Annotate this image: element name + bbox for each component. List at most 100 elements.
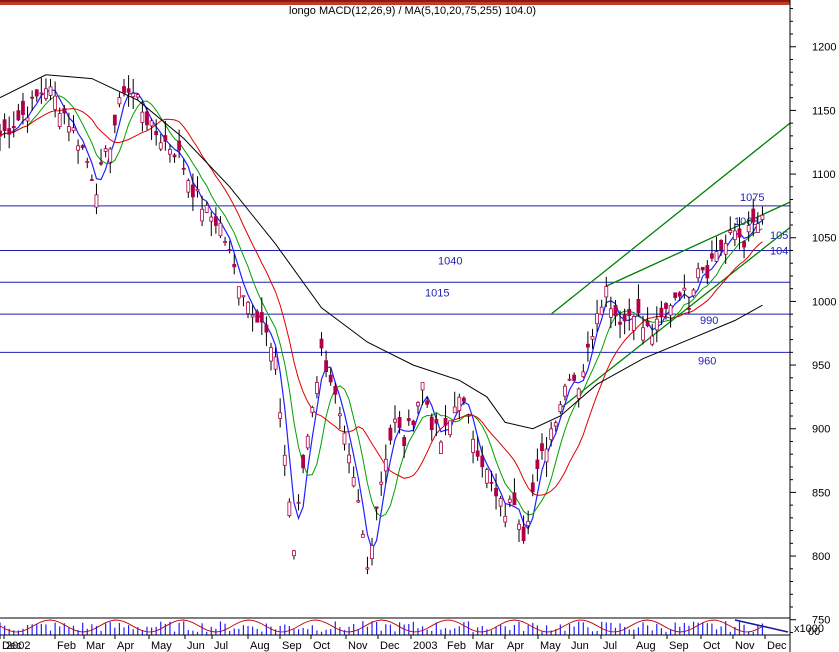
x-tick-label-may: May bbox=[151, 640, 172, 652]
candle-body bbox=[471, 438, 475, 453]
candle-body bbox=[126, 88, 131, 93]
candle-body bbox=[301, 454, 306, 469]
candle-body bbox=[517, 523, 521, 530]
candle-body bbox=[586, 343, 590, 348]
candle-body bbox=[53, 95, 58, 110]
candle-body bbox=[677, 292, 682, 297]
x-tick-label-oct: Oct bbox=[313, 640, 330, 652]
candle-body bbox=[94, 194, 99, 208]
y-tick-label-1050: 1050 bbox=[812, 233, 836, 245]
candle-body bbox=[719, 239, 724, 250]
candle-body bbox=[416, 402, 420, 407]
channel-upper-line bbox=[550, 122, 791, 315]
candle-body bbox=[140, 111, 145, 123]
candle-body bbox=[595, 313, 599, 325]
x-tick-label-2003: 2003 bbox=[413, 640, 437, 652]
candle-body bbox=[526, 520, 531, 527]
x-tick-label-jul: Jul bbox=[214, 640, 228, 652]
candle-body bbox=[25, 117, 30, 122]
candle-body bbox=[503, 515, 508, 523]
candle-body bbox=[305, 435, 310, 449]
candle-body bbox=[636, 298, 641, 314]
candle-body bbox=[163, 135, 168, 142]
candle-body bbox=[604, 286, 609, 298]
candle-body bbox=[158, 142, 163, 150]
candle-body bbox=[16, 110, 21, 121]
candle-body bbox=[172, 154, 177, 158]
candle-body bbox=[337, 413, 342, 417]
candle-body bbox=[39, 92, 44, 95]
candle-body bbox=[315, 382, 319, 395]
chart-title: longo MACD(12,26,9) / MA(5,10,20,75,255)… bbox=[289, 5, 536, 17]
candle-body bbox=[241, 295, 246, 298]
candle-body bbox=[553, 422, 558, 427]
level-label-1015: 1015 bbox=[425, 287, 449, 299]
candle-body bbox=[223, 241, 227, 244]
candle-body bbox=[650, 335, 655, 345]
candle-body bbox=[259, 312, 264, 323]
candle-body bbox=[512, 492, 517, 506]
candle-body bbox=[608, 308, 613, 318]
candle-body bbox=[443, 417, 448, 426]
level-label-1040: 1040 bbox=[438, 255, 462, 267]
candle-body bbox=[34, 89, 39, 97]
y-tick-label-1150: 1150 bbox=[812, 105, 836, 117]
candle-body bbox=[154, 130, 159, 136]
candle-body bbox=[544, 448, 549, 463]
candle-body bbox=[186, 180, 191, 193]
x-tick-label-oct: Oct bbox=[703, 640, 720, 652]
y-tick-label-1200: 1200 bbox=[812, 42, 836, 54]
candle-body bbox=[572, 374, 577, 381]
candle-body bbox=[466, 414, 471, 417]
candle-body bbox=[112, 114, 117, 126]
x-tick-label-may: May bbox=[540, 640, 561, 652]
candle-body bbox=[2, 119, 7, 131]
candle-body bbox=[751, 208, 756, 223]
y-tick-label-850: 850 bbox=[812, 487, 830, 499]
candle-body bbox=[213, 216, 218, 226]
volume-trend-line bbox=[734, 619, 789, 633]
candle-body bbox=[11, 126, 16, 129]
candle-body bbox=[374, 506, 379, 509]
candle-body bbox=[645, 320, 650, 327]
candle-body bbox=[599, 306, 604, 315]
candle-body bbox=[705, 265, 710, 279]
candle-body bbox=[406, 418, 411, 421]
candle-body bbox=[484, 469, 489, 484]
x-tick-label-mar: Mar bbox=[86, 640, 105, 652]
candle-body bbox=[425, 400, 430, 405]
candle-body bbox=[191, 184, 195, 198]
candle-body bbox=[535, 459, 540, 470]
candle-body bbox=[236, 286, 241, 299]
y-tick-label-1000: 1000 bbox=[812, 296, 836, 308]
candle-body bbox=[420, 382, 425, 391]
candle-body bbox=[618, 321, 622, 325]
candle-body bbox=[700, 266, 705, 271]
x-tick-label-feb: Feb bbox=[57, 640, 76, 652]
trend-channel bbox=[550, 122, 791, 409]
candle-body bbox=[149, 120, 154, 127]
candle-body bbox=[66, 126, 71, 133]
candle-body bbox=[333, 385, 338, 395]
candle-body bbox=[360, 534, 365, 538]
x-tick-label-jun: Jun bbox=[571, 640, 589, 652]
candle-body bbox=[209, 216, 214, 222]
y-tick-label-950: 950 bbox=[812, 360, 830, 372]
candle-body bbox=[57, 113, 62, 127]
x-tick-label-apr: Apr bbox=[117, 640, 134, 652]
candle-body bbox=[342, 432, 347, 445]
candle-body bbox=[457, 396, 462, 411]
candle-body bbox=[581, 371, 586, 378]
candle-body bbox=[521, 526, 526, 541]
candle-body bbox=[264, 324, 269, 333]
candle-body bbox=[287, 501, 292, 517]
x-tick-label-nov: Nov bbox=[348, 640, 368, 652]
channel-lower-line bbox=[559, 227, 791, 409]
y-tick-label-750: 750 bbox=[812, 615, 830, 627]
candle-body bbox=[728, 230, 733, 233]
candle-body bbox=[567, 378, 572, 381]
candle-body bbox=[328, 374, 333, 383]
candle-body bbox=[494, 487, 498, 497]
candle-body bbox=[103, 148, 108, 152]
